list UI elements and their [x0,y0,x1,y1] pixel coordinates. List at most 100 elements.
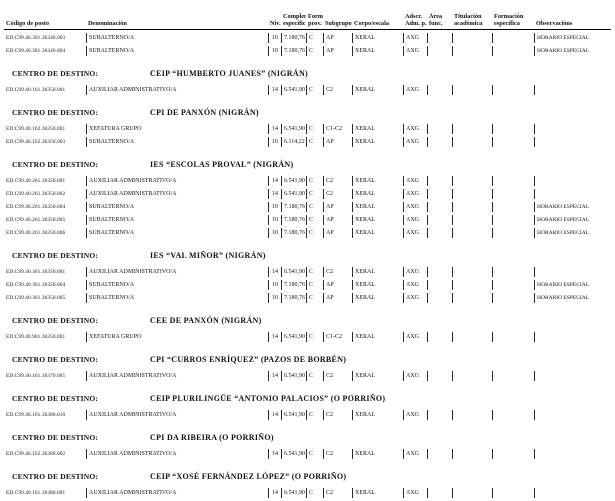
cell-complem: 7.180,76 [281,215,306,225]
centro-destino-label: CENTRO DE DESTINO: [12,69,99,78]
centro-destino-label: CENTRO DE DESTINO: [12,251,99,260]
cell-titulacion [452,137,492,147]
table-row: ED.C99.40.361.36350.004 SUBALTERNO/A 10 7.1… [4,280,611,290]
col-header-titulacion: Titulación académica [452,13,492,30]
centro-destino-row: CENTRO DE DESTINO: CEE DE PANXÓN (NIGRÁN) [4,306,611,329]
table-row: ED.C99.40.901.36350.001 XEFATURA GRUPO 14 6… [4,332,611,342]
cell-area [427,280,452,290]
centro-name: CPI “CURROS ENRÍQUEZ” (PAZOS DE BORBÉN) [150,355,347,364]
cell-forma: C [306,215,323,225]
cell-adscr: AXG [403,293,427,303]
centro-destino-label: CENTRO DE DESTINO: [12,108,99,117]
cell-observacions [534,488,611,498]
centro-destino-label: CENTRO DE DESTINO: [12,160,99,169]
centro-destino-row: CENTRO DE DESTINO: CPI “CURROS ENRÍQUEZ” … [4,345,611,368]
centro-destino-row: CENTRO DE DESTINO: CEIP “HUMBERTO JUANES”… [4,59,611,82]
cell-denominacion: SUBALTERNO/A [86,137,268,147]
cell-observacions: HORARIO ESPECIAL [534,46,611,56]
cell-corpo: XERAL [352,176,403,186]
cell-corpo: XERAL [352,449,403,459]
cell-complem: 6.541,90 [281,371,306,381]
table-row: ED.C99.40.301.36340.004 SUBALTERNO/A 10 7.1… [4,46,611,56]
cell-corpo: XERAL [352,189,403,199]
cell-codigo: ED.C99.40.361.36350.004 [6,281,66,288]
cell-denominacion: XEFATURA GRUPO [86,332,268,342]
cell-formacion [492,33,534,43]
table-row: ED.C99.40.162.36350.003 SUBALTERNO/A 10 6.1… [4,137,611,147]
centro-destino-row: CENTRO DE DESTINO: IES “VAL MIÑOR” (NIGRÁ… [4,241,611,264]
cell-codigo: ED.C99.40.901.36350.001 [6,333,66,340]
cell-titulacion [452,202,492,212]
centro-destino-row: CENTRO DE DESTINO: CPI DE PANXÓN (NIGRÁN) [4,98,611,121]
cell-complem: 6.541,90 [281,488,306,498]
cell-denominacion: SUBALTERNO/A [86,215,268,225]
cell-denominacion: SUBALTERNO/A [86,293,268,303]
cell-codigo: ED.C99.40.161.36370.005 [6,372,66,379]
cell-titulacion [452,267,492,277]
cell-corpo: XERAL [352,410,403,420]
cell-formacion [492,228,534,238]
cell-area [427,85,452,95]
cell-complem: 6.114,22 [281,137,306,147]
col-header-niv: Niv. [268,13,281,30]
cell-formacion [492,293,534,303]
col-header-adscr: Adscr. Adm. p. [403,13,427,30]
cell-area [427,449,452,459]
table-row: ED.C99.40.361.36350.001 AUXILIAR ADMINIST… [4,267,611,277]
cell-titulacion [452,410,492,420]
cell-forma: C [306,449,323,459]
centro-name: CEIP PLURILINGÜE “ANTONIO PALACIOS” (O P… [150,394,386,403]
cell-observacions [534,332,611,342]
table-row: ED.C99.40.161.36370.005 AUXILIAR ADMINIST… [4,371,611,381]
cell-titulacion [452,228,492,238]
cell-subgrupo: C2 [323,449,352,459]
cell-titulacion [452,280,492,290]
cell-formacion [492,85,534,95]
cell-niv: 14 [268,332,281,342]
cell-codigo: ED.C99.40.361.36350.005 [6,294,66,301]
positions-table: Código de posto Denominación Niv. Comple… [4,10,611,501]
cell-observacions [534,124,611,134]
centro-destino-label: CENTRO DE DESTINO: [12,433,99,442]
cell-adscr: AXG [403,280,427,290]
cell-observacions [534,410,611,420]
cell-denominacion: AUXILIAR ADMINISTRATIVO/A [86,189,268,199]
col-header-subgrupo: Subgrupo [323,13,352,30]
table-row: ED.C99.40.261.36350.001 AUXILIAR ADMINIST… [4,176,611,186]
cell-niv: 14 [268,410,281,420]
cell-corpo: XERAL [352,371,403,381]
cell-area [427,228,452,238]
cell-complem: 6.541,90 [281,449,306,459]
cell-corpo: XERAL [352,293,403,303]
cell-subgrupo: C2 [323,189,352,199]
cell-niv: 10 [268,202,281,212]
cell-forma: C [306,189,323,199]
table-row: ED.C99.40.261.36350.005 SUBALTERNO/A 10 7.1… [4,215,611,225]
cell-denominacion: SUBALTERNO/A [86,202,268,212]
cell-forma: C [306,293,323,303]
cell-niv: 10 [268,228,281,238]
cell-denominacion: AUXILIAR ADMINISTRATIVO/A [86,85,268,95]
cell-adscr: AXG [403,124,427,134]
cell-subgrupo: AP [323,202,352,212]
cell-observacions [534,267,611,277]
table-row: ED.C99.40.161.36380.010 AUXILIAR ADMINIST… [4,410,611,420]
cell-adscr: AXG [403,332,427,342]
cell-corpo: XERAL [352,33,403,43]
cell-codigo: ED.C99.40.261.36350.002 [6,190,66,197]
cell-corpo: XERAL [352,46,403,56]
cell-observacions: HORARIO ESPECIAL [534,202,611,212]
col-header-formacion: Formación específica [492,13,534,30]
cell-titulacion [452,371,492,381]
cell-area [427,202,452,212]
cell-adscr: AXG [403,228,427,238]
cell-corpo: XERAL [352,228,403,238]
cell-observacions: HORARIO ESPECIAL [534,33,611,43]
cell-observacions [534,371,611,381]
cell-forma: C [306,228,323,238]
cell-subgrupo: C1-C2 [323,332,352,342]
cell-titulacion [452,189,492,199]
cell-adscr: AXG [403,33,427,43]
cell-formacion [492,267,534,277]
cell-forma: C [306,410,323,420]
